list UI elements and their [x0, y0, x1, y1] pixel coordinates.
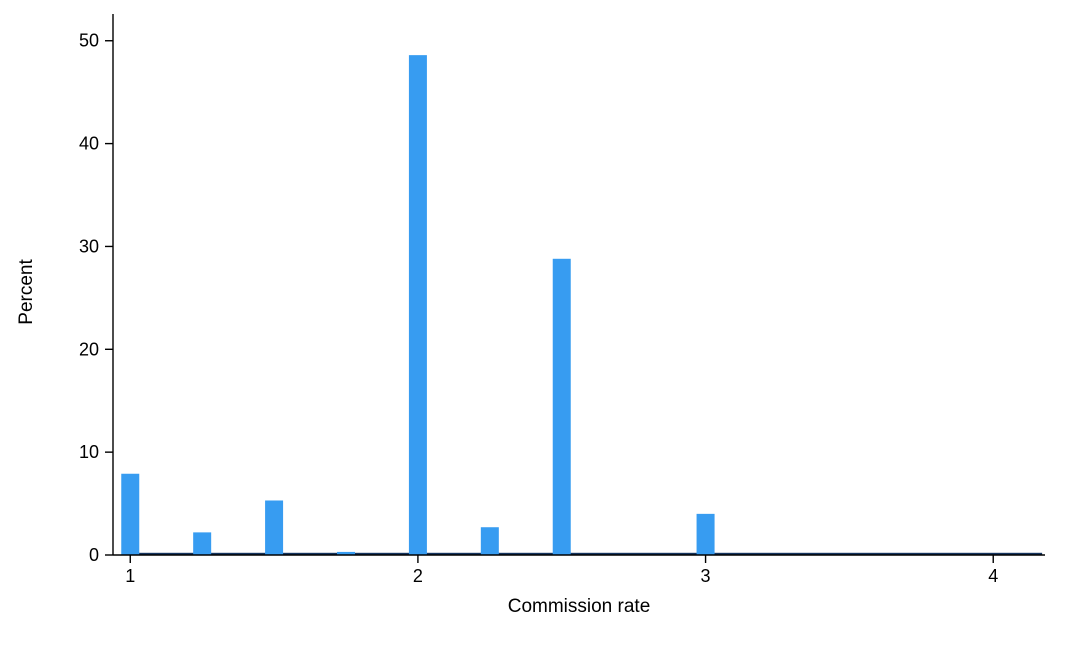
bar-x-2.25: [480, 527, 499, 555]
y-tick-label-50: 50: [79, 31, 99, 51]
y-tick-label-30: 30: [79, 236, 99, 256]
y-tick-label-10: 10: [79, 442, 99, 462]
y-tick-label-40: 40: [79, 134, 99, 154]
y-axis-title: Percent: [16, 259, 37, 325]
bar-x-1.5: [265, 500, 284, 555]
y-tick-label-0: 0: [89, 545, 99, 565]
bar-x-3: [696, 513, 715, 555]
x-tick-label-4: 4: [988, 566, 998, 586]
bar-x-1.75: [337, 551, 355, 555]
bar-x-2.5: [552, 258, 571, 555]
near-zero-bars: [128, 552, 1043, 555]
x-tick-label-1: 1: [125, 566, 135, 586]
bar-x-1.25: [193, 532, 212, 555]
y-tick-label-20: 20: [79, 339, 99, 359]
bar-x-2: [408, 55, 427, 555]
x-tick-label-3: 3: [701, 566, 711, 586]
chart-plot-area: 0 10 20 30 40 50 1 2 3 4: [79, 14, 1045, 586]
bar-x-1: [121, 473, 140, 555]
x-tick-label-2: 2: [413, 566, 423, 586]
x-axis-title: Commission rate: [508, 596, 651, 617]
